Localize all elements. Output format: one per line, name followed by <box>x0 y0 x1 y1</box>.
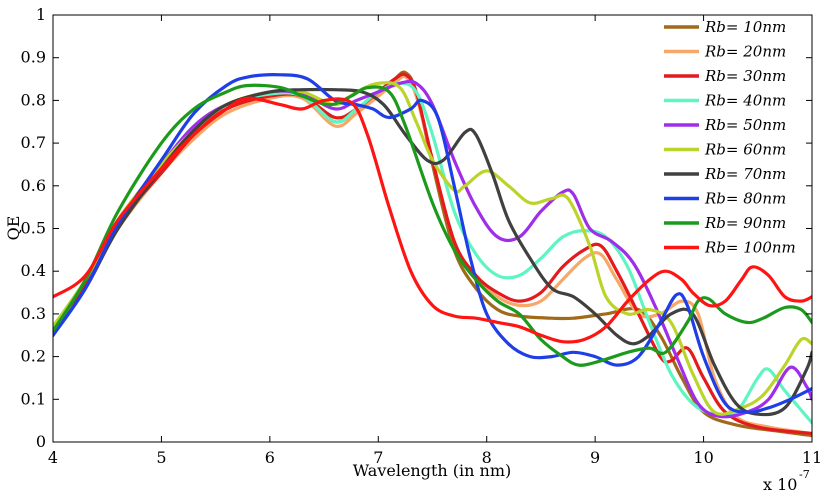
legend: Rb= 10nm Rb= 20nm Rb= 30nm Rb= 40nm Rb= 50nm… <box>664 18 796 257</box>
x-tick-label: 10 <box>693 448 713 467</box>
plot-background <box>53 15 812 442</box>
legend-label-rb-30nm: Rb= 30nm <box>704 67 786 85</box>
x-tick-label: 4 <box>48 448 58 467</box>
y-tick-label: 0.8 <box>21 90 46 109</box>
y-tick-label: 0.6 <box>21 176 46 195</box>
x-tick-label: 11 <box>802 448 822 467</box>
x-tick-label: 6 <box>265 448 275 467</box>
y-tick-label: 0.4 <box>21 261 46 280</box>
x-scale-exponent: -7 <box>799 468 810 481</box>
series-layer <box>53 70 812 438</box>
y-tick-label: 0.3 <box>21 304 46 323</box>
y-tick-label: 0.2 <box>21 347 46 366</box>
legend-label-rb-50nm: Rb= 50nm <box>704 116 786 134</box>
y-tick-label: 0.7 <box>21 133 46 152</box>
y-axis-label: QE <box>4 216 23 241</box>
x-tick-label: 9 <box>590 448 600 467</box>
series-line-rb-90nm <box>53 83 812 367</box>
legend-label-rb-10nm: Rb= 10nm <box>704 18 786 36</box>
ticks-layer: 4 5 6 7 8 9 10 11 0 0.1 0.2 0.3 0.4 0.5 0.6 0.7 0.8 0.9 1 <box>21 5 823 467</box>
x-tick-label: 7 <box>373 448 383 467</box>
y-tick-label: 1 <box>36 5 46 24</box>
x-tick-label: 5 <box>156 448 166 467</box>
series-line-rb-70nm <box>53 87 812 417</box>
legend-label-rb-90nm: Rb= 90nm <box>704 214 786 232</box>
legend-label-rb-100nm: Rb= 100nm <box>704 239 796 257</box>
y-tick-label: 0.5 <box>21 219 46 238</box>
x-scale-multiplier: x 10 <box>763 475 797 494</box>
series-line-rb-100nm <box>53 96 812 344</box>
y-tick-label: 0 <box>36 432 46 451</box>
x-tick-label: 8 <box>482 448 492 467</box>
legend-label-rb-80nm: Rb= 80nm <box>704 190 786 208</box>
y-tick-label: 0.1 <box>21 389 46 408</box>
legend-label-rb-20nm: Rb= 20nm <box>704 43 786 61</box>
legend-label-rb-60nm: Rb= 60nm <box>704 141 786 159</box>
legend-label-rb-70nm: Rb= 70nm <box>704 165 786 183</box>
y-tick-label: 0.9 <box>21 48 46 67</box>
legend-label-rb-40nm: Rb= 40nm <box>704 92 786 110</box>
x-axis-label: Wavelength (in nm) <box>353 461 512 480</box>
